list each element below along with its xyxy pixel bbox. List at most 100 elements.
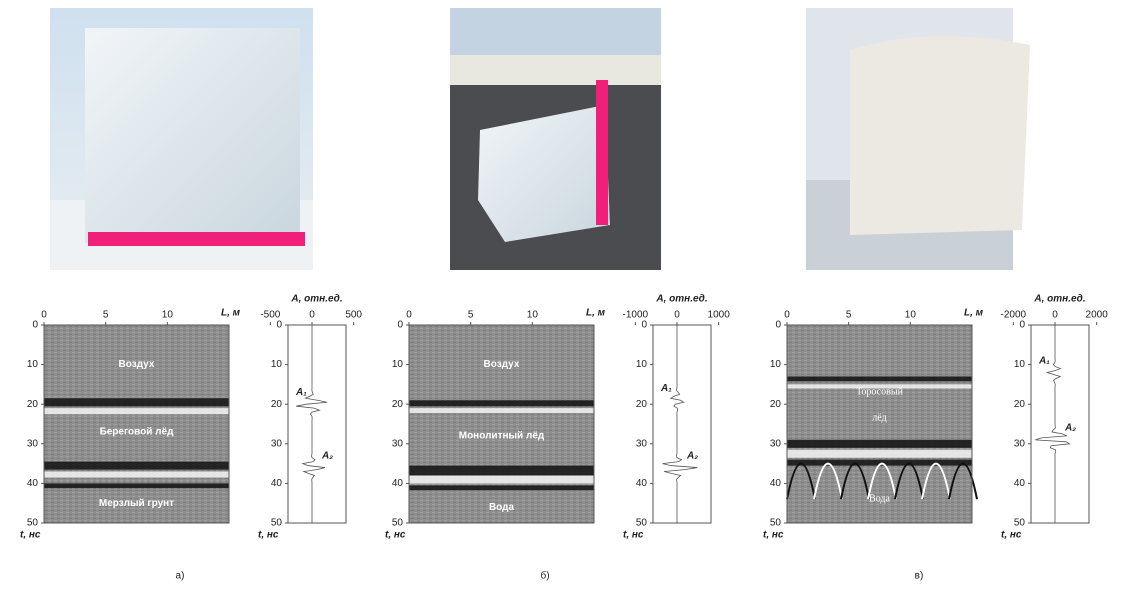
reflection — [44, 472, 229, 478]
y-tick-label: 0 — [641, 320, 647, 331]
x-tick-label: 500 — [345, 310, 362, 321]
photo — [50, 8, 313, 270]
trace-marker: A₁ — [1038, 355, 1050, 366]
y-tick-label: 30 — [27, 438, 39, 449]
y-tick-label: 40 — [770, 478, 782, 489]
layer-label: Монолитный лёд — [459, 431, 545, 442]
layer-label: Вода — [869, 494, 890, 505]
layer-label: Торосовый — [856, 387, 903, 398]
x-tick-label: 10 — [905, 310, 917, 321]
y-tick-label: 50 — [1014, 518, 1026, 529]
y-axis-label: t, нс — [20, 530, 41, 541]
radargram-image — [409, 325, 594, 523]
y-tick-label: 0 — [1019, 320, 1025, 331]
trace-marker: A₁ — [295, 387, 307, 398]
reflection — [409, 400, 594, 406]
reflection — [787, 376, 972, 381]
panel-caption: в) — [915, 571, 924, 582]
reflection — [44, 462, 229, 470]
reflection — [44, 398, 229, 406]
reflection — [409, 466, 594, 476]
photo — [806, 8, 1030, 270]
x-axis-label: A, отн.ед. — [655, 294, 707, 305]
y-tick-label: 0 — [775, 320, 781, 331]
y-tick-label: 40 — [1014, 478, 1026, 489]
y-tick-label: 0 — [276, 320, 282, 331]
x-axis-label: A, отн.ед. — [1033, 294, 1085, 305]
y-tick-label: 40 — [392, 478, 404, 489]
x-tick-label: 2000 — [1086, 310, 1109, 321]
y-tick-label: 50 — [271, 518, 283, 529]
y-tick-label: 30 — [392, 438, 404, 449]
x-tick-label: 0 — [1052, 310, 1058, 321]
y-tick-label: 30 — [770, 438, 782, 449]
y-axis-label: t, нс — [763, 530, 784, 541]
reflection — [787, 450, 972, 458]
y-tick-label: 50 — [27, 518, 39, 529]
panel-caption: б) — [540, 570, 549, 582]
radargram-image — [44, 325, 229, 523]
layer-label: Мерзлый грунт — [99, 498, 174, 509]
y-tick-label: 20 — [770, 399, 782, 410]
trace-marker: A₂ — [1064, 423, 1076, 434]
x-tick-label: 0 — [784, 310, 790, 321]
y-tick-label: 50 — [392, 518, 404, 529]
trace-waveform — [663, 325, 698, 523]
y-tick-label: 10 — [392, 359, 404, 370]
trace-frame — [288, 325, 346, 523]
x-axis-label: L, м — [964, 308, 984, 319]
panel-caption: а) — [176, 571, 185, 582]
y-tick-label: 40 — [636, 478, 648, 489]
trace-marker: A₂ — [321, 450, 333, 461]
y-tick-label: 20 — [392, 399, 404, 410]
y-axis-label: t, нс — [385, 530, 406, 541]
x-tick-label: 5 — [468, 310, 474, 321]
layer-label: лёд — [872, 412, 887, 423]
x-tick-label: 0 — [406, 310, 412, 321]
y-tick-label: 40 — [27, 478, 39, 489]
x-tick-label: 5 — [103, 310, 109, 321]
y-tick-label: 50 — [770, 518, 782, 529]
y-tick-label: 20 — [636, 399, 648, 410]
y-tick-label: 30 — [271, 438, 283, 449]
y-tick-label: 0 — [397, 320, 403, 331]
y-tick-label: 50 — [636, 518, 648, 529]
reflection — [787, 440, 972, 448]
x-tick-label: 0 — [41, 310, 47, 321]
y-tick-label: 30 — [1014, 438, 1026, 449]
y-axis-label: t, нс — [1001, 530, 1022, 541]
reflection — [44, 483, 229, 488]
x-tick-label: 1000 — [708, 310, 731, 321]
y-tick-label: 10 — [271, 359, 283, 370]
x-axis-label: L, м — [221, 308, 241, 319]
y-axis-label: t, нс — [258, 530, 279, 541]
reflection — [44, 408, 229, 414]
reflection — [409, 475, 594, 483]
y-tick-label: 10 — [770, 359, 782, 370]
y-tick-label: 10 — [636, 359, 648, 370]
reflection — [409, 485, 594, 490]
y-tick-label: 20 — [271, 399, 283, 410]
y-tick-label: 40 — [271, 478, 283, 489]
page: 051001020304050L, мt, нсВоздухБереговой … — [0, 0, 1123, 599]
y-tick-label: 0 — [32, 320, 38, 331]
photo — [450, 8, 661, 270]
y-tick-label: 30 — [636, 438, 648, 449]
reflection — [409, 408, 594, 413]
y-tick-label: 10 — [27, 359, 39, 370]
layer-label: Воздух — [119, 359, 155, 370]
y-tick-label: 10 — [1014, 359, 1026, 370]
layer-label: Береговой лёд — [100, 427, 175, 438]
x-axis-label: A, отн.ед. — [290, 294, 342, 305]
trace-marker: A₂ — [686, 450, 698, 461]
y-tick-label: 20 — [1014, 399, 1026, 410]
y-axis-label: t, нс — [623, 530, 644, 541]
trace-waveform — [296, 325, 327, 523]
layer-label: Вода — [489, 502, 515, 513]
y-tick-label: 20 — [27, 399, 39, 410]
trace-frame — [653, 325, 711, 523]
layer-label: Воздух — [484, 359, 520, 370]
x-tick-label: 10 — [527, 310, 539, 321]
x-tick-label: 5 — [846, 310, 852, 321]
figure: 051001020304050L, мt, нсВоздухБереговой … — [0, 0, 1123, 599]
